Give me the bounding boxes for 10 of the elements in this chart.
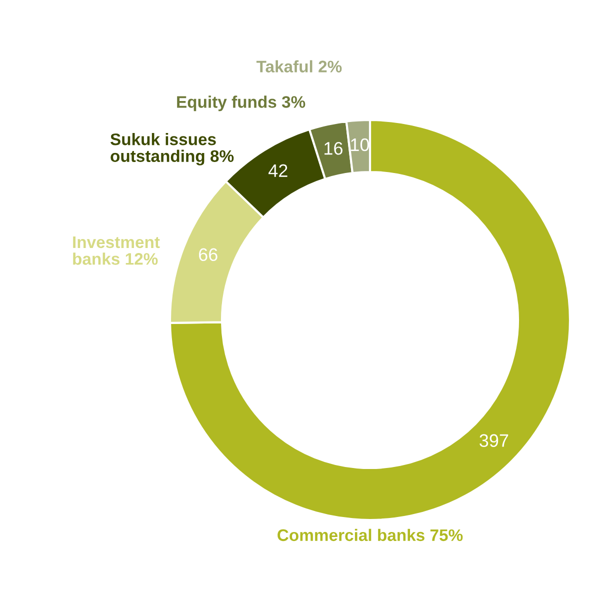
data-label: 66 <box>199 248 218 262</box>
data-label: 16 <box>324 142 342 155</box>
slice-label: Equity funds 3% <box>177 96 306 112</box>
data-label: 10 <box>351 138 370 152</box>
data-label: 42 <box>268 164 288 177</box>
slice-label: Sukuk issues outstanding 8% <box>110 133 234 166</box>
slice-label: Takaful 2% <box>256 60 342 72</box>
slice-label: Commercial banks 75% <box>278 528 463 542</box>
slice-label: Investment banks 12% <box>73 236 160 265</box>
data-label: 397 <box>480 434 508 447</box>
